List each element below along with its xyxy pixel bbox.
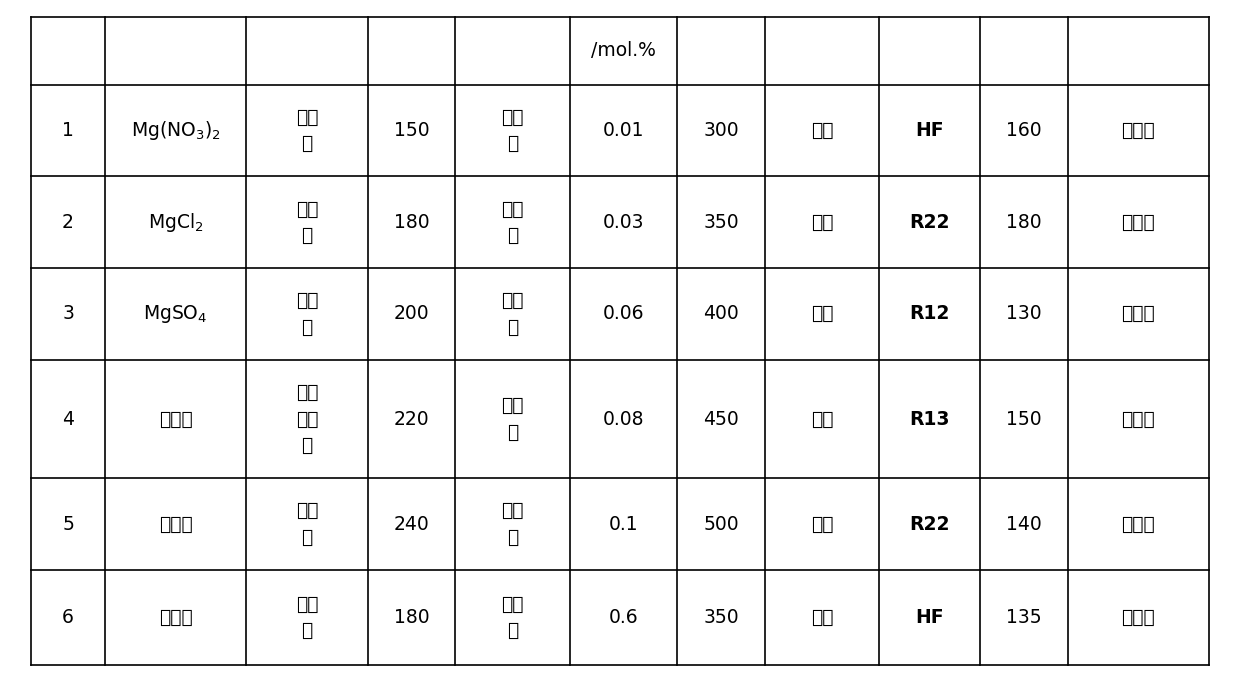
Text: 空气: 空气 xyxy=(811,515,833,534)
Text: 乙二
醇: 乙二 醇 xyxy=(295,501,319,547)
Text: 160: 160 xyxy=(1006,121,1042,140)
Text: 纳米球: 纳米球 xyxy=(1121,409,1156,428)
Text: MgCl$_2$: MgCl$_2$ xyxy=(148,211,203,234)
Text: 1: 1 xyxy=(62,121,74,140)
Text: 350: 350 xyxy=(703,213,739,232)
Text: 300: 300 xyxy=(703,121,739,140)
Text: R22: R22 xyxy=(909,515,950,534)
Text: 150: 150 xyxy=(393,121,429,140)
Text: 450: 450 xyxy=(703,409,739,428)
Text: Mg(NO$_3$)$_2$: Mg(NO$_3$)$_2$ xyxy=(130,119,221,142)
Text: 水溶
液: 水溶 液 xyxy=(501,396,523,442)
Text: 150: 150 xyxy=(1006,409,1042,428)
Text: 140: 140 xyxy=(1006,515,1042,534)
Text: 5: 5 xyxy=(62,515,74,534)
Text: 醜溶
液: 醜溶 液 xyxy=(501,291,523,337)
Text: 180: 180 xyxy=(393,608,429,627)
Text: 180: 180 xyxy=(393,213,429,232)
Text: HF: HF xyxy=(915,121,944,140)
Text: HF: HF xyxy=(915,608,944,627)
Text: 醇溶
液: 醇溶 液 xyxy=(501,200,523,245)
Text: 0.1: 0.1 xyxy=(609,515,639,534)
Text: 二缩
乙二
醇: 二缩 乙二 醇 xyxy=(295,383,319,455)
Text: 0.01: 0.01 xyxy=(603,121,644,140)
Text: 乙醇镁: 乙醇镁 xyxy=(159,608,192,627)
Text: 135: 135 xyxy=(1006,608,1042,627)
Text: 130: 130 xyxy=(1006,304,1042,323)
Text: 空气: 空气 xyxy=(811,409,833,428)
Text: R22: R22 xyxy=(909,213,950,232)
Text: 乙二
醇: 乙二 醇 xyxy=(295,108,319,153)
Text: 180: 180 xyxy=(1006,213,1042,232)
Text: 空气: 空气 xyxy=(811,121,833,140)
Text: 丙二
醇: 丙二 醇 xyxy=(295,200,319,245)
Text: 水溶
液: 水溶 液 xyxy=(501,595,523,640)
Text: 350: 350 xyxy=(703,608,739,627)
Text: 醇溶
液: 醇溶 液 xyxy=(501,501,523,547)
Text: 甲醇镁: 甲醇镁 xyxy=(159,515,192,534)
Text: 3: 3 xyxy=(62,304,74,323)
Text: 200: 200 xyxy=(393,304,429,323)
Text: 乙酸镁: 乙酸镁 xyxy=(159,409,192,428)
Text: MgSO$_4$: MgSO$_4$ xyxy=(144,303,208,325)
Text: 0.03: 0.03 xyxy=(603,213,644,232)
Text: /mol.%: /mol.% xyxy=(591,42,656,61)
Text: 400: 400 xyxy=(703,304,739,323)
Text: 空气: 空气 xyxy=(811,608,833,627)
Text: 氮气: 氮气 xyxy=(811,304,833,323)
Text: 氢气: 氢气 xyxy=(811,213,833,232)
Text: 丙三
醇: 丙三 醇 xyxy=(295,291,319,337)
Text: 水溶
液: 水溶 液 xyxy=(501,108,523,153)
Text: 500: 500 xyxy=(703,515,739,534)
Text: 乙二
醇: 乙二 醇 xyxy=(295,595,319,640)
Text: 220: 220 xyxy=(393,409,429,428)
Text: 6: 6 xyxy=(62,608,74,627)
Text: 0.6: 0.6 xyxy=(609,608,639,627)
Text: 0.06: 0.06 xyxy=(603,304,644,323)
Text: R12: R12 xyxy=(909,304,950,323)
Text: 2: 2 xyxy=(62,213,74,232)
Text: 纳米球: 纳米球 xyxy=(1121,608,1156,627)
Text: 纳米球: 纳米球 xyxy=(1121,515,1156,534)
Text: R13: R13 xyxy=(909,409,950,428)
Text: 纳米球: 纳米球 xyxy=(1121,304,1156,323)
Text: 0.08: 0.08 xyxy=(603,409,644,428)
Text: 240: 240 xyxy=(393,515,429,534)
Text: 4: 4 xyxy=(62,409,74,428)
Text: 纳米球: 纳米球 xyxy=(1121,121,1156,140)
Text: 纳米球: 纳米球 xyxy=(1121,213,1156,232)
